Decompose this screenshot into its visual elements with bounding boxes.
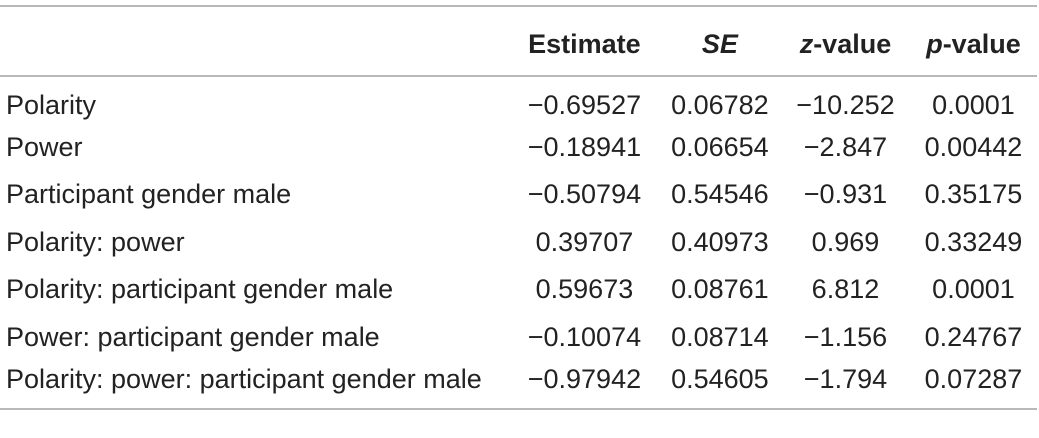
row-label: Polarity: participant gender male (6, 274, 394, 305)
header-p-prefix: p (926, 28, 943, 59)
cell-p-value: 0.0001 (932, 89, 1015, 120)
table-row: Participant gender male −0.50794 0.54546… (0, 171, 1037, 219)
cell-z-value: 0.969 (811, 226, 880, 257)
row-label: Power (6, 131, 83, 162)
cell-p-value: 0.00442 (924, 131, 1023, 162)
table-row: Polarity: power 0.39707 0.40973 0.969 0.… (0, 219, 1037, 267)
table-row: Power: participant gender male −0.10074 … (0, 314, 1037, 362)
header-se: SE (701, 28, 738, 59)
cell-z-value: 6.812 (811, 274, 880, 305)
table-header: Estimate SE z-value p-value (0, 6, 1037, 76)
regression-table: Estimate SE z-value p-value Polarity −0.… (0, 5, 1037, 410)
cell-p-value: 0.33249 (924, 226, 1023, 257)
cell-se: 0.06654 (671, 131, 769, 162)
cell-se: 0.08714 (671, 321, 769, 352)
table-row: Polarity: participant gender male 0.5967… (0, 266, 1037, 314)
cell-estimate: 0.59673 (535, 274, 634, 305)
row-label: Polarity: power: participant gender male (6, 363, 482, 394)
cell-estimate: −0.69527 (527, 89, 642, 120)
cell-se: 0.54546 (671, 179, 769, 210)
row-label: Power: participant gender male (6, 321, 380, 352)
row-label: Polarity (6, 89, 97, 120)
row-label: Polarity: power (6, 226, 185, 257)
cell-estimate: 0.39707 (535, 226, 634, 257)
header-estimate: Estimate (528, 28, 641, 59)
cell-z-value: −0.931 (803, 179, 888, 210)
cell-se: 0.08761 (671, 274, 769, 305)
cell-p-value: 0.35175 (924, 179, 1023, 210)
table-row: Polarity: power: participant gender male… (0, 361, 1037, 409)
table-row: Polarity −0.69527 0.06782 −10.252 0.0001 (0, 76, 1037, 124)
cell-estimate: −0.18941 (527, 131, 642, 162)
cell-p-value: 0.24767 (924, 321, 1023, 352)
table-row: Power −0.18941 0.06654 −2.847 0.00442 (0, 124, 1037, 172)
cell-p-value: 0.0001 (932, 274, 1015, 305)
cell-z-value: −10.252 (796, 89, 895, 120)
cell-se: 0.54605 (671, 363, 769, 394)
cell-z-value: −2.847 (803, 131, 888, 162)
header-row: Estimate SE z-value p-value (0, 6, 1037, 76)
cell-estimate: −0.50794 (527, 179, 642, 210)
header-p-suffix: -value (942, 28, 1021, 59)
header-z-value: z-value (781, 6, 910, 76)
row-label: Participant gender male (6, 179, 292, 210)
cell-estimate: −0.10074 (527, 321, 642, 352)
table-body: Polarity −0.69527 0.06782 −10.252 0.0001… (0, 76, 1037, 409)
cell-se: 0.40973 (671, 226, 769, 257)
cell-z-value: −1.794 (803, 363, 888, 394)
cell-estimate: −0.97942 (527, 363, 642, 394)
header-z-suffix: -value (813, 28, 892, 59)
header-label (0, 6, 510, 76)
cell-p-value: 0.07287 (924, 363, 1023, 394)
header-p-value: p-value (910, 6, 1037, 76)
cell-se: 0.06782 (671, 89, 769, 120)
header-z-prefix: z (799, 28, 814, 59)
cell-z-value: −1.156 (803, 321, 888, 352)
